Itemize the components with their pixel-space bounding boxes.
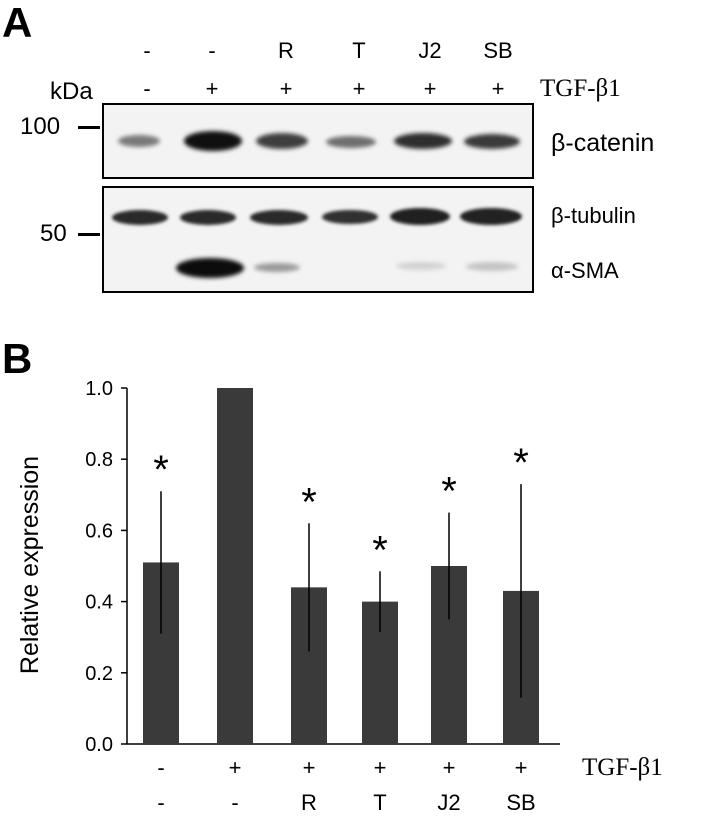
- x-treatment-label-5: J2: [437, 790, 461, 815]
- alpha-sma-band-2: [176, 258, 244, 278]
- beta-tubulin-band-4: [322, 210, 378, 224]
- significance-asterisk: *: [372, 528, 388, 572]
- y-tick-label: 0.6: [85, 520, 113, 542]
- beta-catenin-band-1: [118, 135, 160, 147]
- lane-tgf-3: +: [279, 76, 293, 101]
- y-tick-label: 0.0: [85, 734, 113, 756]
- alpha-sma-label: α-SMA: [551, 258, 619, 283]
- y-tick-label: 0.2: [85, 663, 113, 685]
- y-axis-title: Relative expression: [16, 456, 44, 674]
- panel-b-letter: B: [2, 335, 33, 382]
- marker-50-tick: [78, 233, 100, 236]
- x-tgf-label-6: +: [514, 755, 528, 780]
- x-treatment-label-4: T: [373, 790, 387, 815]
- alpha-sma-band-6: [466, 262, 518, 271]
- alpha-sma-band-3: [254, 263, 300, 272]
- marker-50-label: 50: [40, 220, 67, 247]
- beta-catenin-band-3: [256, 133, 308, 149]
- lane-tgf-1: -: [143, 76, 151, 101]
- beta-tubulin-band-5: [390, 208, 450, 225]
- significance-asterisk: *: [513, 441, 529, 485]
- tgf-label-a: TGF-β1: [540, 75, 621, 102]
- lane-tgf-6: +: [491, 76, 505, 101]
- beta-catenin-blot: [102, 103, 534, 179]
- y-tick-label: 0.8: [85, 449, 113, 471]
- significance-asterisk: *: [153, 448, 169, 492]
- beta-tubulin-band-2: [180, 210, 236, 225]
- marker-100-tick: [78, 126, 100, 129]
- bar: [217, 388, 253, 744]
- y-tick-label: 0.4: [85, 592, 113, 614]
- beta-tubulin-band-3: [250, 210, 308, 225]
- x-treatment-label-3: R: [301, 790, 317, 815]
- x-tgf-label-4: +: [373, 755, 387, 780]
- x-tgf-label-5: +: [442, 755, 456, 780]
- x-tgf-label-2: +: [228, 755, 242, 780]
- tubulin-sma-blot: [102, 186, 534, 293]
- alpha-sma-band-5: [396, 262, 446, 270]
- x-treatment-label-6: SB: [506, 790, 536, 815]
- kda-label: kDa: [50, 78, 93, 105]
- beta-catenin-band-6: [464, 134, 520, 149]
- lane-treatment-2: -: [208, 38, 216, 63]
- bars: * * * * *: [143, 388, 539, 744]
- significance-asterisk: *: [301, 480, 317, 524]
- x-treatment-label-2: -: [231, 790, 239, 815]
- lane-treatment-4: T: [352, 38, 366, 63]
- beta-catenin-band-5: [394, 133, 452, 149]
- beta-catenin-band-4: [326, 136, 376, 148]
- beta-catenin-label: β-catenin: [551, 129, 655, 157]
- panel-a-letter: A: [2, 0, 33, 46]
- x-tgf-label-1: -: [157, 755, 165, 780]
- lane-treatment-1: -: [143, 38, 151, 63]
- tgf-label-b: TGF-β1: [582, 754, 663, 781]
- x-tgf-label-3: +: [302, 755, 316, 780]
- lane-treatment-6: SB: [483, 38, 513, 63]
- y-axis: 0.0 0.2 0.4 0.6 0.8 1.0: [85, 378, 560, 756]
- lane-tgf-5: +: [423, 76, 437, 101]
- lane-treatment-3: R: [278, 38, 294, 63]
- beta-tubulin-band-6: [460, 208, 522, 225]
- lane-tgf-2: +: [205, 76, 219, 101]
- beta-tubulin-band-1: [112, 210, 168, 225]
- y-tick-label: 1.0: [85, 378, 113, 400]
- beta-catenin-band-2: [184, 131, 242, 151]
- x-treatment-label-1: -: [157, 790, 165, 815]
- beta-tubulin-label: β-tubulin: [551, 203, 636, 228]
- lane-treatment-5: J2: [418, 38, 442, 63]
- marker-100-label: 100: [20, 113, 61, 140]
- lane-tgf-4: +: [352, 76, 366, 101]
- significance-asterisk: *: [441, 470, 457, 514]
